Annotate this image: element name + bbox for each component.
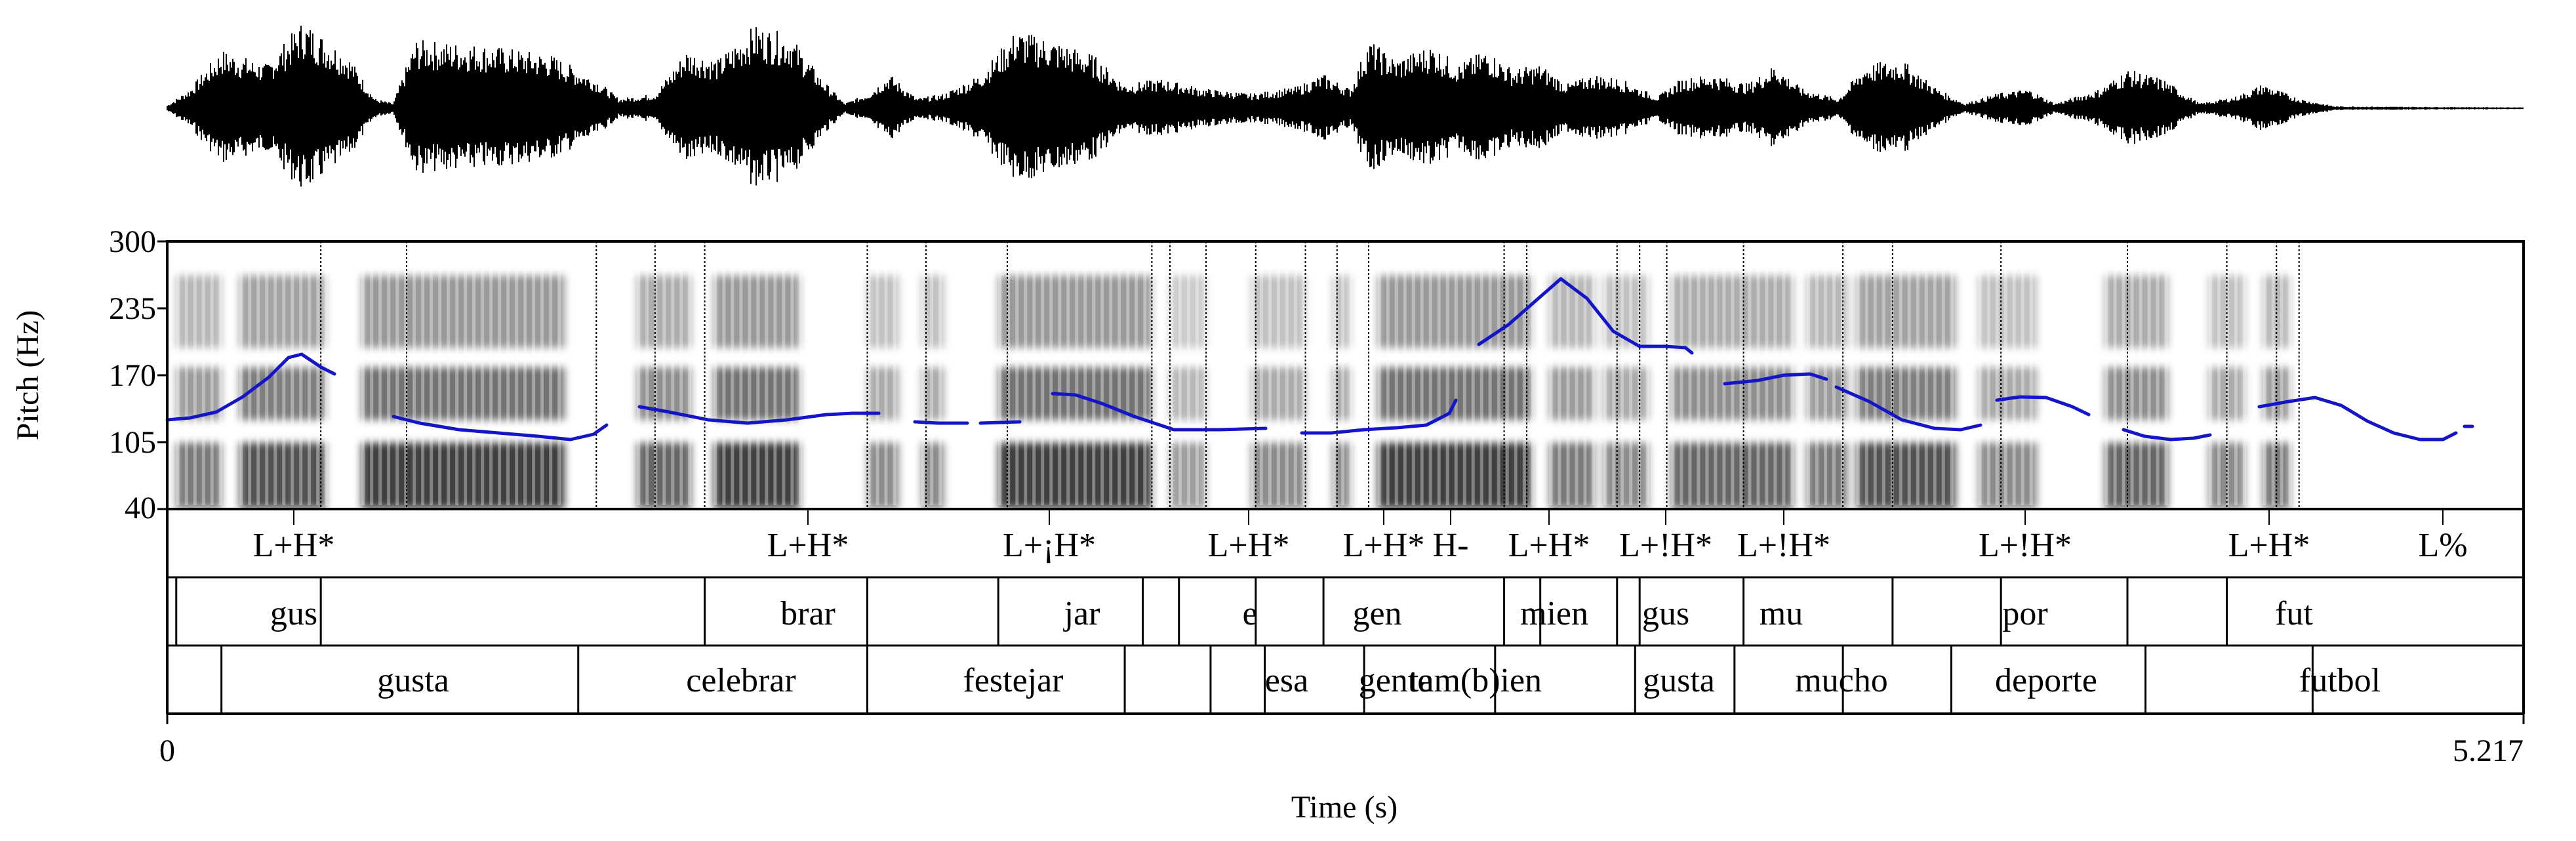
- tone-label: L%: [2418, 527, 2467, 564]
- pitch-tick-170: 170: [109, 358, 156, 393]
- word-label: celebrar: [686, 662, 795, 699]
- syllable-label: mu: [1760, 595, 1803, 632]
- syllable-tier: gus brar jar e gen mien gus mu por fut: [270, 595, 2314, 632]
- syllable-label: gus: [270, 595, 317, 632]
- pitch-segment: [392, 415, 609, 441]
- annotation-tiers: L+H* L+H* L+¡H* L+H* L+H* H- L+H* L+!H* L+!H* L+!…: [166, 509, 2525, 715]
- tone-label: L+H*: [1508, 527, 1590, 564]
- tone-label: L+!H*: [1979, 527, 2072, 564]
- pitch-axis-label: Pitch (Hz): [10, 310, 45, 441]
- time-end: 5.217: [2453, 733, 2524, 768]
- pitch-segment: [165, 352, 336, 422]
- word-label: esa: [1265, 662, 1308, 699]
- word-label: deporte: [1995, 662, 2097, 699]
- syllable-label: fut: [2275, 595, 2313, 632]
- syllable-label: gen: [1352, 595, 1401, 632]
- syllable-label: brar: [780, 595, 835, 632]
- syllable-label: por: [2002, 595, 2047, 632]
- word-label: gusta: [1643, 662, 1715, 699]
- pitch-segment: [1995, 395, 2091, 417]
- tone-label: L+H*: [767, 527, 849, 564]
- pitch-segment: [1477, 277, 1694, 355]
- pitch-segment: [2257, 396, 2458, 441]
- syllable-label: gus: [1642, 595, 1689, 632]
- tone-tier: L+H* L+H* L+¡H* L+H* L+H* H- L+H* L+!H* L+!H* L+!…: [253, 509, 2468, 564]
- pitch-tick-40: 40: [125, 491, 156, 525]
- pitch-segment: [1723, 372, 1828, 386]
- pitch-segment: [1051, 392, 1268, 432]
- pitch-segment: [978, 420, 1022, 425]
- word-label: futbol: [2299, 662, 2381, 699]
- tone-label: L+H*: [1343, 527, 1425, 564]
- tone-label: L+H*: [253, 527, 335, 564]
- syllable-label: e: [1242, 595, 1257, 632]
- syllable-label: jar: [1063, 595, 1100, 632]
- tone-label: H-: [1433, 527, 1469, 564]
- word-label: gusta: [377, 662, 449, 699]
- pitch-axis: 300 235 170 105 40 Pitch (Hz): [10, 224, 167, 525]
- tone-label: L+H*: [2228, 527, 2310, 564]
- pitch-tick-105: 105: [109, 425, 156, 460]
- syllable-label: mien: [1520, 595, 1588, 632]
- spectrogram-boundaries: [320, 241, 2300, 509]
- time-axis: 0 5.217 Time (s): [159, 714, 2525, 825]
- word-label: gente: [1359, 662, 1433, 699]
- spectrogram: [176, 249, 2292, 508]
- pitch-segment: [2122, 428, 2212, 441]
- pitch-tick-300: 300: [109, 224, 156, 259]
- tone-label: L+H*: [1208, 527, 1290, 564]
- time-start: 0: [159, 733, 175, 768]
- tone-label: L+¡H*: [1003, 527, 1096, 564]
- word-label: mucho: [1795, 662, 1888, 699]
- time-axis-label: Time (s): [1291, 790, 1398, 825]
- pitch-contour: [165, 277, 2474, 441]
- pitch-segment: [637, 405, 881, 425]
- word-label: tam(b)ien: [1409, 662, 1542, 699]
- tone-label: L+!H*: [1619, 527, 1712, 564]
- word-label: festejar: [963, 662, 1063, 699]
- pitch-segment: [1300, 398, 1458, 435]
- pitch-segment: [913, 420, 969, 425]
- waveform: [167, 26, 2524, 187]
- pitch-segment: [1834, 385, 1982, 432]
- tone-label: L+!H*: [1737, 527, 1830, 564]
- pitch-tick-235: 235: [109, 291, 156, 326]
